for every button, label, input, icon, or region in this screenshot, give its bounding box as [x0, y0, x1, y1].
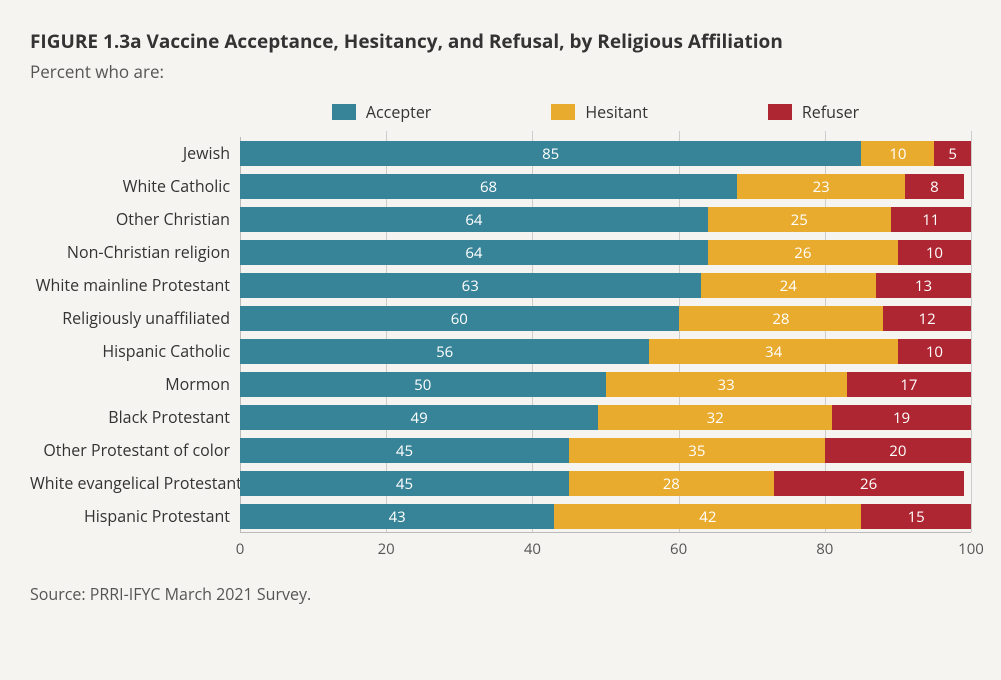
- bar-segment-hesitant: 26: [708, 240, 898, 265]
- bar-segment-hesitant: 23: [737, 174, 905, 199]
- x-tick: 20: [378, 539, 395, 559]
- bar-segment-refuser: 10: [898, 339, 971, 364]
- swatch-refuser: [768, 104, 792, 120]
- bar-segment-refuser: 26: [774, 471, 964, 496]
- stacked-bar: 563410: [240, 339, 971, 364]
- category-label: Other Christian: [30, 203, 230, 236]
- bar-row: 453520: [240, 434, 971, 467]
- category-label: Mormon: [30, 368, 230, 401]
- bar-segment-hesitant: 32: [598, 405, 832, 430]
- category-label: Hispanic Protestant: [30, 500, 230, 533]
- stacked-bar: 85105: [240, 141, 971, 166]
- bar-segment-accepter: 68: [240, 174, 737, 199]
- category-label: White Catholic: [30, 170, 230, 203]
- bar-segment-refuser: 12: [883, 306, 971, 331]
- chart: JewishWhite CatholicOther ChristianNon-C…: [30, 137, 971, 533]
- category-label: Hispanic Catholic: [30, 335, 230, 368]
- bar-segment-accepter: 63: [240, 273, 701, 298]
- bar-row: 602812: [240, 302, 971, 335]
- stacked-bar: 632413: [240, 273, 971, 298]
- swatch-hesitant: [551, 104, 575, 120]
- x-tick: 0: [236, 539, 245, 559]
- x-axis: 020406080100: [240, 533, 971, 559]
- swatch-accepter: [332, 104, 356, 120]
- bar-segment-accepter: 64: [240, 240, 708, 265]
- category-label: Other Protestant of color: [30, 434, 230, 467]
- bar-segment-hesitant: 33: [606, 372, 847, 397]
- legend-label-hesitant: Hesitant: [585, 101, 648, 123]
- bar-segment-hesitant: 24: [701, 273, 876, 298]
- bar-segment-refuser: 13: [876, 273, 971, 298]
- bar-row: 503317: [240, 368, 971, 401]
- bar-segment-refuser: 10: [898, 240, 971, 265]
- bar-segment-accepter: 50: [240, 372, 606, 397]
- stacked-bar: 68238: [240, 174, 964, 199]
- bar-row: 493219: [240, 401, 971, 434]
- legend-label-refuser: Refuser: [802, 101, 859, 123]
- gridline: [971, 131, 972, 532]
- bar-segment-refuser: 8: [905, 174, 963, 199]
- stacked-bar: 434215: [240, 504, 971, 529]
- legend-item-accepter: Accepter: [332, 101, 431, 123]
- plot-area: 8510568238642511642610632413602812563410…: [240, 137, 971, 533]
- bar-segment-refuser: 11: [891, 207, 971, 232]
- legend-item-hesitant: Hesitant: [551, 101, 648, 123]
- x-tick: 60: [670, 539, 687, 559]
- bar-segment-refuser: 19: [832, 405, 971, 430]
- category-label: Non-Christian religion: [30, 236, 230, 269]
- bar-segment-accepter: 85: [240, 141, 861, 166]
- bar-row: 563410: [240, 335, 971, 368]
- bar-segment-hesitant: 25: [708, 207, 891, 232]
- stacked-bar: 602812: [240, 306, 971, 331]
- category-label: Jewish: [30, 137, 230, 170]
- bar-segment-accepter: 43: [240, 504, 554, 529]
- bar-segment-hesitant: 42: [554, 504, 861, 529]
- bar-row: 642511: [240, 203, 971, 236]
- bar-row: 85105: [240, 137, 971, 170]
- stacked-bar: 493219: [240, 405, 971, 430]
- x-tick: 100: [958, 539, 984, 559]
- bar-row: 434215: [240, 500, 971, 533]
- legend-item-refuser: Refuser: [768, 101, 859, 123]
- bar-row: 632413: [240, 269, 971, 302]
- x-tick: 40: [524, 539, 541, 559]
- legend: Accepter Hesitant Refuser: [30, 101, 971, 123]
- bar-segment-accepter: 45: [240, 471, 569, 496]
- x-tick: 80: [816, 539, 833, 559]
- bar-segment-accepter: 45: [240, 438, 569, 463]
- category-label: Black Protestant: [30, 401, 230, 434]
- bar-segment-refuser: 20: [825, 438, 971, 463]
- category-label: White evangelical Protestant: [30, 467, 230, 500]
- bar-segment-hesitant: 34: [649, 339, 898, 364]
- stacked-bar: 503317: [240, 372, 971, 397]
- category-label: Religiously unaffiliated: [30, 302, 230, 335]
- stacked-bar: 453520: [240, 438, 971, 463]
- bar-segment-refuser: 17: [847, 372, 971, 397]
- bar-segment-hesitant: 35: [569, 438, 825, 463]
- stacked-bar: 642610: [240, 240, 971, 265]
- bar-segment-accepter: 64: [240, 207, 708, 232]
- bar-row: 452826: [240, 467, 971, 500]
- bar-row: 68238: [240, 170, 971, 203]
- figure-subtitle: Percent who are:: [30, 60, 971, 83]
- bar-segment-hesitant: 28: [679, 306, 884, 331]
- bar-segment-hesitant: 28: [569, 471, 774, 496]
- figure-title: FIGURE 1.3a Vaccine Acceptance, Hesitanc…: [30, 28, 971, 54]
- bar-segment-accepter: 60: [240, 306, 679, 331]
- bar-segment-hesitant: 10: [861, 141, 934, 166]
- source-text: Source: PRRI-IFYC March 2021 Survey.: [30, 583, 971, 605]
- stacked-bar: 642511: [240, 207, 971, 232]
- bar-segment-refuser: 15: [861, 504, 971, 529]
- bar-segment-refuser: 5: [934, 141, 971, 166]
- category-label: White mainline Protestant: [30, 269, 230, 302]
- stacked-bar: 452826: [240, 471, 964, 496]
- bar-row: 642610: [240, 236, 971, 269]
- legend-label-accepter: Accepter: [366, 101, 431, 123]
- bar-segment-accepter: 49: [240, 405, 598, 430]
- bar-segment-accepter: 56: [240, 339, 649, 364]
- y-axis-labels: JewishWhite CatholicOther ChristianNon-C…: [30, 137, 240, 533]
